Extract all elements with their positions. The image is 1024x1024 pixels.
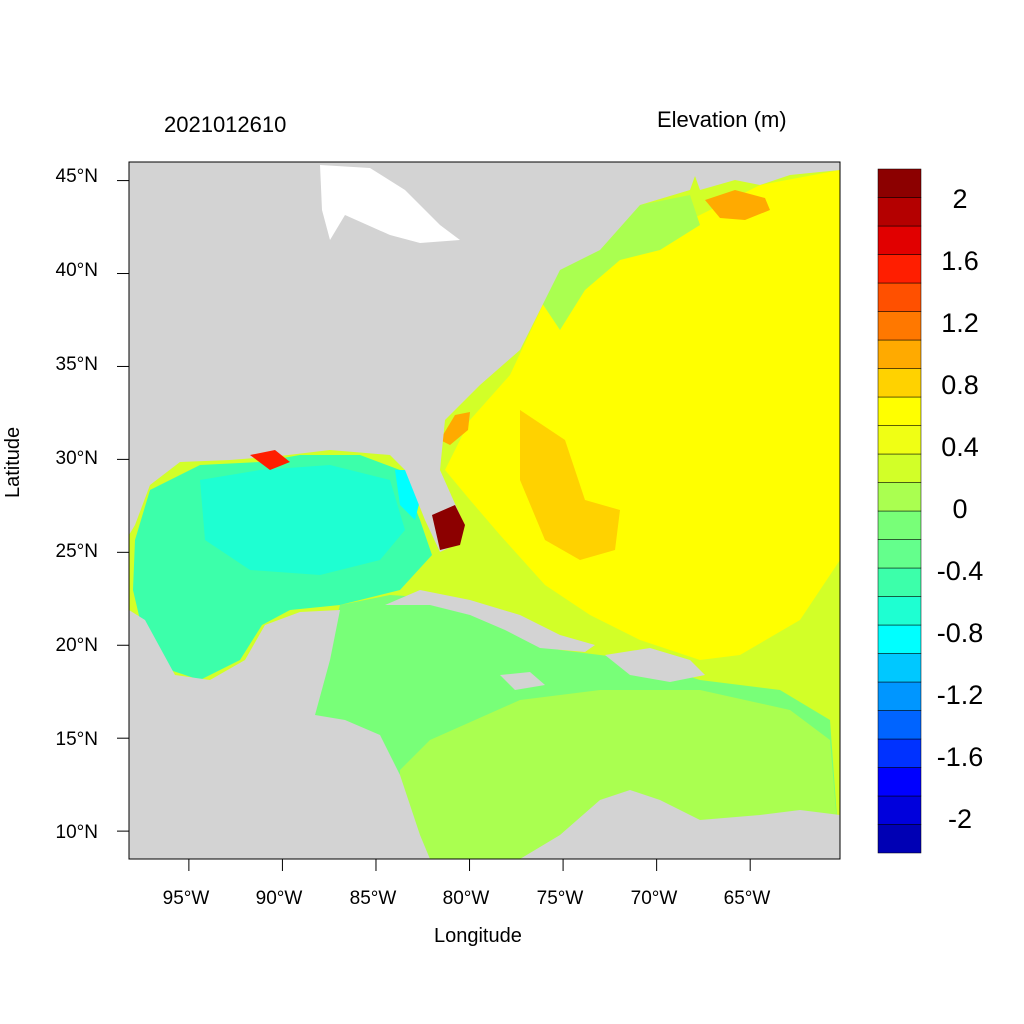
florida-surge — [432, 505, 465, 550]
colorbar-swatch — [877, 824, 922, 854]
colorbar-swatch — [877, 254, 922, 284]
lat-tick-label: 35°N — [55, 354, 98, 375]
colorbar-label: -0.8 — [936, 618, 984, 648]
colorbar-swatch — [877, 368, 922, 398]
colorbar-label: 1.6 — [941, 246, 979, 276]
colorbar-swatch — [877, 681, 922, 711]
lon-tick-label: 95°W — [162, 888, 210, 909]
colorbar-label: -1.2 — [936, 680, 984, 710]
lon-tick-label: 65°W — [723, 888, 771, 909]
plot-frame — [128, 161, 841, 860]
colorbar-label: -1.6 — [936, 742, 984, 772]
colorbar-label: 2 — [952, 184, 968, 214]
colorbar-swatch — [877, 282, 922, 312]
lon-tick-label: 75°W — [536, 888, 584, 909]
colorbar-swatch — [877, 197, 922, 227]
carolina-high — [440, 412, 470, 445]
cuba-land — [385, 590, 595, 652]
lon-tick-label: 85°W — [349, 888, 397, 909]
colorbar-swatch — [877, 311, 922, 341]
yucatan-land — [129, 610, 430, 859]
lon-tick-label: 70°W — [630, 888, 678, 909]
colorbar-swatch — [877, 225, 922, 255]
colorbar-swatch — [877, 339, 922, 369]
lat-tick-label: 10°N — [55, 822, 98, 843]
south-america-land — [520, 790, 840, 859]
lat-tick-label: 20°N — [55, 635, 98, 656]
map-layers — [129, 162, 840, 859]
maritime-land — [690, 162, 840, 190]
nova-scotia-high — [705, 190, 770, 220]
colorbar-label: -0.4 — [936, 556, 984, 586]
great-lakes — [320, 165, 460, 243]
colorbar-swatch — [877, 710, 922, 740]
colorbar-swatch — [877, 539, 922, 569]
high-elevation-zone — [445, 170, 840, 660]
colorbar-swatch — [877, 653, 922, 683]
lat-tick-label: 30°N — [55, 448, 98, 469]
axis-ticks — [117, 180, 751, 871]
gulf-coast-surge — [250, 450, 290, 470]
sargasso-core-zone — [520, 410, 620, 560]
lat-tick-label: 25°N — [55, 541, 98, 562]
variable-title: Elevation (m) — [657, 107, 787, 132]
gulf-central-deep — [200, 465, 405, 575]
jamaica-land — [500, 672, 545, 690]
lon-tick-label: 90°W — [255, 888, 303, 909]
colorbar-swatch — [877, 624, 922, 654]
colorbar-label: 1.2 — [941, 308, 979, 338]
colorbar-label: 0.8 — [941, 370, 979, 400]
colorbar-swatch — [877, 396, 922, 426]
date-title: 2021012610 — [164, 112, 287, 137]
colorbar — [877, 168, 922, 854]
colorbar-swatch — [877, 738, 922, 768]
colorbar-swatch — [877, 453, 922, 483]
colorbar-swatch — [877, 168, 922, 198]
colorbar-swatch — [877, 795, 922, 825]
lat-tick-label: 15°N — [55, 729, 98, 750]
colorbar-swatch — [877, 425, 922, 455]
colorbar-swatch — [877, 510, 922, 540]
caribbean-east — [400, 690, 840, 859]
colorbar-label: 0 — [952, 494, 968, 524]
colorbar-label: 0.4 — [941, 432, 979, 462]
colorbar-swatch — [877, 596, 922, 626]
colorbar-swatch — [877, 567, 922, 597]
lon-tick-label: 80°W — [442, 888, 490, 909]
northeast-shelf-zone — [540, 195, 700, 330]
colorbar-swatch — [877, 482, 922, 512]
hispaniola-land — [605, 648, 705, 682]
colorbar-swatch — [877, 767, 922, 797]
lat-tick-label: 40°N — [55, 260, 98, 281]
lat-tick-label: 45°N — [55, 166, 98, 187]
colorbar-label: -2 — [947, 804, 972, 834]
x-axis-label: Longitude — [434, 925, 522, 947]
